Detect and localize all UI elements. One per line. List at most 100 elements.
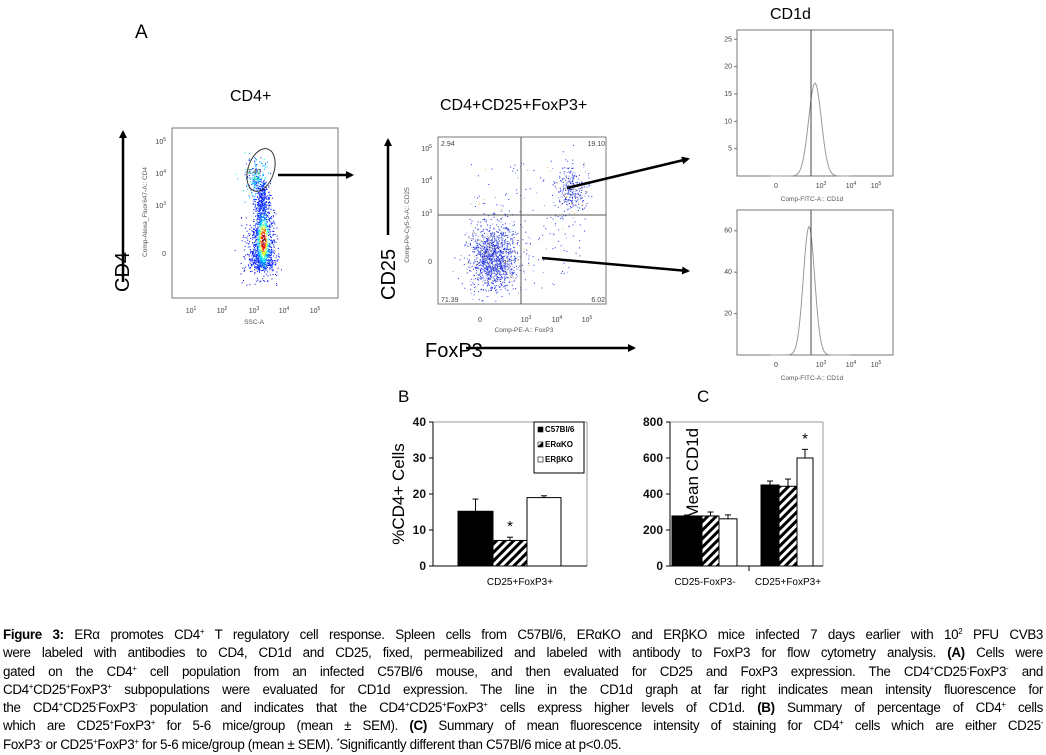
event-dot <box>265 223 267 225</box>
event-dot <box>257 260 259 262</box>
event-dot <box>265 206 267 208</box>
event-dot <box>504 284 506 286</box>
event-dot <box>577 181 579 183</box>
event-dot <box>256 170 257 172</box>
event-dot <box>259 231 261 233</box>
event-dot <box>474 233 476 235</box>
event-dot <box>261 238 263 240</box>
event-dot <box>579 194 581 196</box>
event-dot <box>526 249 528 251</box>
event-dot <box>469 267 471 269</box>
event-dot <box>487 295 489 297</box>
event-dot <box>263 212 265 214</box>
event-dot <box>491 242 493 244</box>
event-dot <box>512 240 514 241</box>
event-dot <box>512 170 514 172</box>
event-dot <box>490 233 492 235</box>
event-dot <box>260 157 262 159</box>
event-dot <box>475 246 477 248</box>
event-dot <box>486 243 488 245</box>
event-dot <box>253 183 255 185</box>
event-dot <box>477 175 479 177</box>
event-dot <box>507 229 509 231</box>
event-dot <box>503 250 505 252</box>
event-dot <box>257 204 258 206</box>
event-dot <box>262 246 264 248</box>
event-dot <box>268 213 270 215</box>
event-dot <box>262 260 264 262</box>
event-dot <box>512 250 514 252</box>
event-dot <box>484 267 486 269</box>
event-dot <box>491 245 493 247</box>
event-dot <box>499 268 501 270</box>
event-dot <box>571 202 573 204</box>
event-dot <box>277 255 279 257</box>
event-dot <box>241 282 243 284</box>
event-dot <box>542 272 544 274</box>
event-dot <box>479 247 481 249</box>
event-dot <box>485 290 487 292</box>
event-dot <box>484 261 486 263</box>
event-dot <box>259 261 261 263</box>
event-dot <box>452 270 454 272</box>
event-dot <box>481 288 483 290</box>
event-dot <box>567 271 569 273</box>
event-dot <box>259 196 261 198</box>
caption-text: Summary of mean fluorescence intensity o… <box>426 718 840 734</box>
event-dot <box>262 245 264 247</box>
event-dot <box>266 226 268 228</box>
event-dot <box>271 239 273 241</box>
event-dot <box>465 242 467 244</box>
event-dot <box>492 287 493 289</box>
event-dot <box>256 248 258 250</box>
event-dot <box>523 197 525 199</box>
event-dot <box>499 262 501 264</box>
event-dot <box>263 208 265 210</box>
event-dot <box>263 235 265 236</box>
event-dot <box>508 281 510 283</box>
event-dot <box>258 237 260 239</box>
event-dot <box>489 249 491 250</box>
event-dot <box>492 253 493 254</box>
event-dot <box>579 224 581 226</box>
caption-text: PFU CVB3 <box>962 627 1044 642</box>
event-dot <box>259 161 260 163</box>
event-dot <box>497 265 499 267</box>
event-dot <box>489 243 491 245</box>
event-dot <box>567 160 569 162</box>
event-dot <box>484 236 486 238</box>
event-dot <box>260 193 262 195</box>
event-dot <box>254 181 255 183</box>
event-dot <box>493 288 495 290</box>
event-dot <box>588 177 590 179</box>
event-dot <box>254 179 256 181</box>
event-dot <box>459 259 461 261</box>
event-dot <box>261 236 262 238</box>
tick-exponent: 5 <box>429 144 432 150</box>
event-dot <box>267 197 269 199</box>
event-dot <box>484 255 486 257</box>
event-dot <box>574 195 576 197</box>
event-dot <box>506 213 508 215</box>
event-dot <box>490 286 492 288</box>
event-dot <box>249 249 251 251</box>
event-dot <box>481 261 483 263</box>
event-dot <box>255 178 256 180</box>
event-dot <box>488 270 490 272</box>
event-dot <box>255 259 257 261</box>
event-dot <box>257 179 259 180</box>
event-dot <box>483 276 485 278</box>
event-dot <box>259 198 261 200</box>
event-dot <box>495 260 497 262</box>
event-dot <box>482 269 484 270</box>
event-dot <box>250 260 252 262</box>
event-dot <box>264 194 266 196</box>
event-dot <box>504 269 506 271</box>
event-dot <box>500 242 502 244</box>
tick-base: 10 <box>421 178 429 185</box>
event-dot <box>275 213 277 215</box>
event-dot <box>568 167 570 168</box>
event-dot <box>260 227 262 229</box>
event-dot <box>512 231 514 232</box>
